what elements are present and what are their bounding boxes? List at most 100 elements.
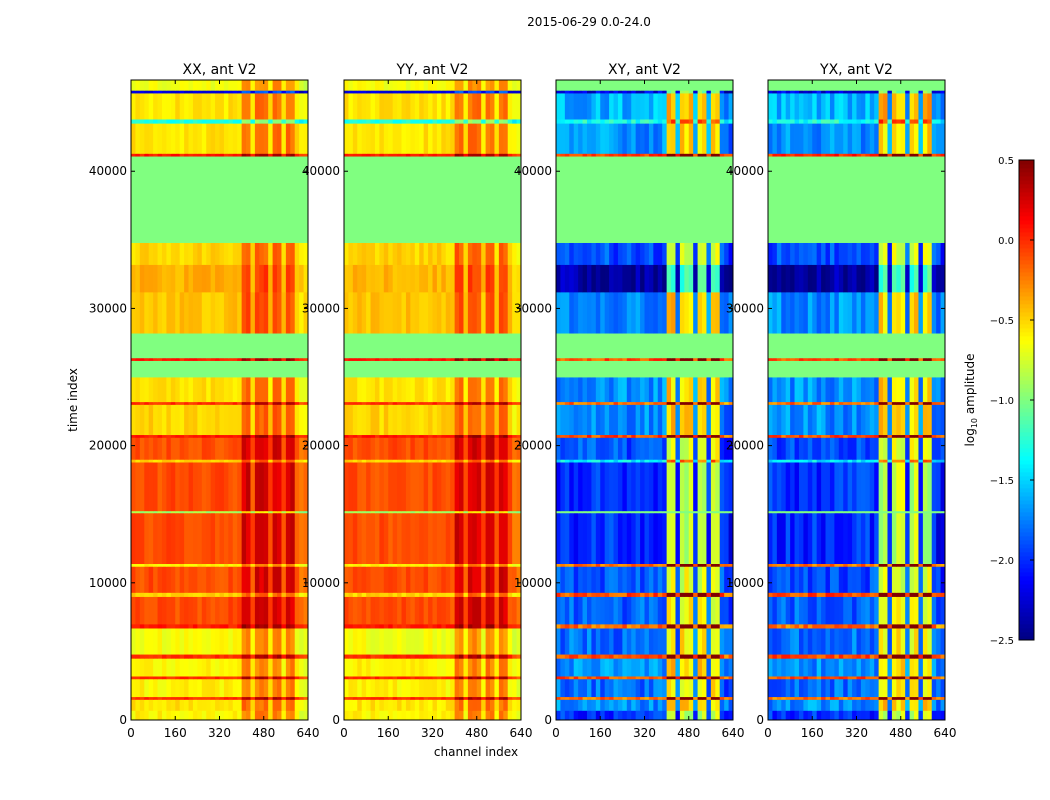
heatmap-cell [188,80,194,91]
heatmap-cell [564,377,570,403]
heatmap-cell [586,153,592,157]
heatmap-cell [472,676,478,680]
heatmap-cell [865,696,871,700]
heatmap-cell [657,678,663,698]
heatmap-cell [485,699,491,711]
heatmap-cell [847,654,853,659]
heatmap-cell [476,93,482,120]
heatmap-cell [887,699,893,711]
heatmap-cell [662,242,668,265]
heatmap-cell [228,566,234,593]
heatmap-cell [135,462,141,512]
heatmap-cell [490,119,495,124]
heatmap-cell [644,596,650,625]
heatmap-cell [223,434,229,438]
heatmap-cell [201,291,207,334]
heatmap-cell [232,678,238,698]
heatmap-cell [697,123,703,154]
heatmap-cell [472,696,478,700]
heatmap-cell [560,377,566,403]
heatmap-cell [838,623,844,629]
heatmap-cell [459,678,464,698]
heatmap-cell [724,459,729,463]
heatmap-cell [210,437,216,460]
heatmap-cell [366,333,371,359]
heatmap-cell [706,377,712,403]
heatmap-cell [512,264,517,293]
heatmap-cell [600,628,606,655]
heatmap-cell [671,678,676,698]
heatmap-cell [414,357,420,361]
heatmap-cell [631,242,637,265]
heatmap-cell [139,401,145,405]
heatmap-cell [604,80,610,91]
heatmap-cell [569,404,575,436]
heatmap-cell [250,123,256,154]
heatmap-cell [392,459,398,463]
heatmap-cell [348,658,354,677]
heatmap-cell [887,592,893,597]
heatmap-cell [657,377,663,403]
heatmap-cell [556,377,561,403]
heatmap-cell [450,510,456,514]
heatmap-cell [357,459,363,463]
heatmap-cell [405,119,411,124]
heatmap-cell [503,678,509,698]
heatmap-cell [613,123,619,154]
heatmap-cell [865,566,871,593]
heatmap-cell [595,242,601,265]
heatmap-cell [259,696,265,700]
heatmap-cell [294,90,300,94]
heatmap-cell [498,592,504,597]
heatmap-cell [626,264,632,293]
heatmap-cell [197,119,203,124]
heatmap-cell [591,654,597,659]
heatmap-cell [250,357,256,361]
heatmap-cell [494,566,500,593]
heatmap-cell [706,459,712,463]
heatmap-cell [392,153,398,157]
heatmap-cell [772,563,778,567]
heatmap-cell [410,510,416,514]
heatmap-cell [781,437,787,460]
heatmap-cell [604,333,610,359]
heatmap-cell [281,404,287,436]
heatmap-cell [463,434,469,438]
heatmap-cell [697,710,703,721]
heatmap-cell [184,156,189,243]
heatmap-cell [494,404,500,436]
heatmap-cell [467,596,473,625]
heatmap-cell [909,699,915,711]
heatmap-cell [383,404,389,436]
heatmap-cell [197,377,203,403]
heatmap-cell [684,437,690,460]
heatmap-cell [131,592,136,597]
heatmap-cell [600,459,606,463]
heatmap-cell [724,658,729,677]
heatmap-cell [807,676,813,680]
heatmap-cell [419,678,425,698]
heatmap-cell [657,699,663,711]
heatmap-cell [432,654,438,659]
heatmap-cell [922,628,928,655]
heatmap-cell [564,658,570,677]
heatmap-cell [476,654,482,659]
heatmap-cell [161,264,167,293]
heatmap-cell [206,404,212,436]
heatmap-cell [613,699,619,711]
heatmap-cell [586,658,592,677]
heatmap-cell [348,563,354,567]
heatmap-cell [303,90,309,94]
heatmap-cell [467,80,473,91]
heatmap-cell [419,377,425,403]
heatmap-cell [706,512,712,564]
heatmap-cell [357,512,363,564]
heatmap-cell [719,401,725,405]
heatmap-cell [666,658,672,677]
heatmap-cell [210,123,216,154]
heatmap-cell [671,623,676,629]
heatmap-cell [807,592,813,597]
heatmap-cell [794,699,800,711]
heatmap-cell [401,512,407,564]
heatmap-cell [157,462,163,512]
